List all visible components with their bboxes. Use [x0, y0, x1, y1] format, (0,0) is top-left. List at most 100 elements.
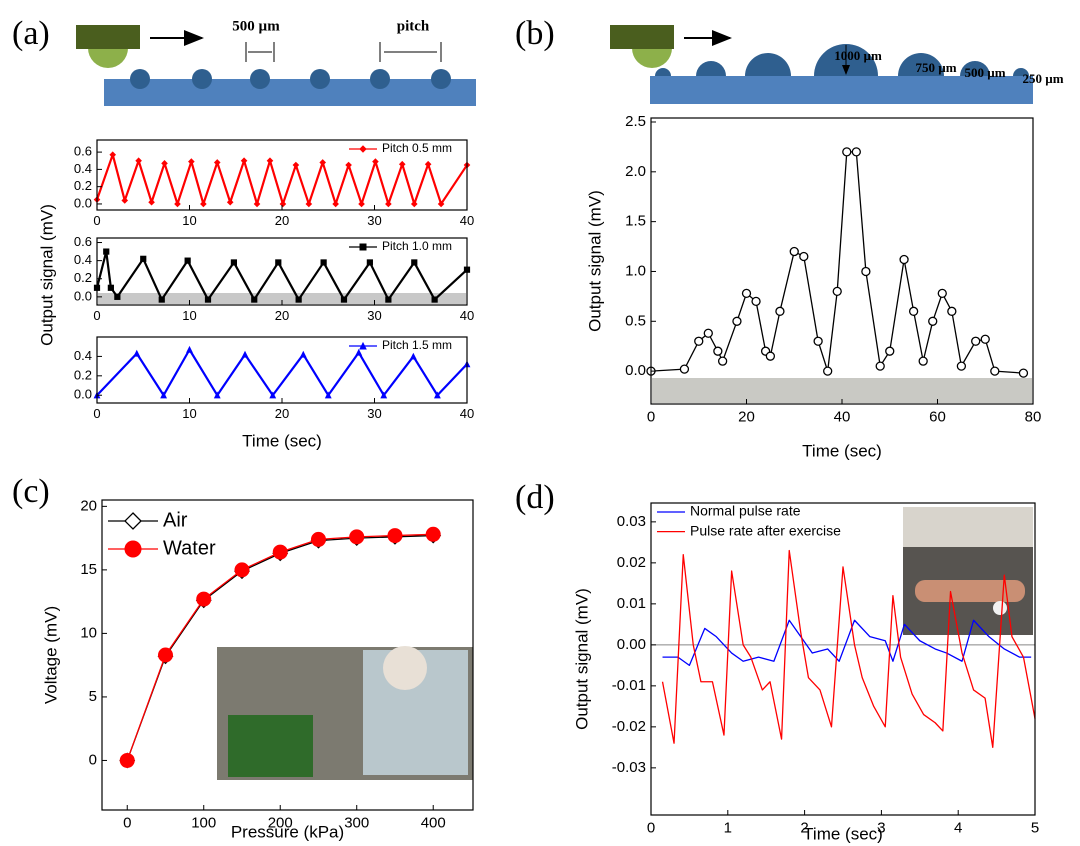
- point: [386, 201, 391, 206]
- point: [862, 267, 870, 275]
- x-tick-label: 10: [182, 406, 196, 421]
- point: [981, 335, 989, 343]
- annotation: 500 µm: [232, 18, 280, 34]
- y-tick-label: 0.00: [617, 636, 646, 653]
- point: [189, 159, 194, 164]
- point: [680, 365, 688, 373]
- point: [991, 367, 999, 375]
- y-tick-label: 0.0: [74, 387, 92, 402]
- point: [919, 357, 927, 365]
- point: [833, 287, 841, 295]
- x-axis-label: Time (sec): [242, 431, 322, 450]
- series-line: [651, 152, 1023, 373]
- point: [228, 200, 233, 205]
- point: [714, 347, 722, 355]
- point: [231, 260, 236, 265]
- point: [346, 162, 351, 167]
- point: [824, 367, 832, 375]
- series-line: [97, 155, 467, 204]
- point: [293, 162, 298, 167]
- y-tick-label: 0.2: [74, 270, 92, 285]
- point: [350, 530, 364, 544]
- point: [388, 529, 402, 543]
- y-tick-label: 20: [80, 497, 97, 514]
- y-tick-label: 0.2: [74, 367, 92, 382]
- point: [136, 158, 141, 163]
- x-tick-label: 0: [93, 213, 100, 228]
- x-tick-label: 30: [367, 406, 381, 421]
- y-axis-label: Output signal (mV): [37, 204, 56, 346]
- legend-label: Water: [163, 537, 216, 559]
- x-tick-label: 30: [367, 213, 381, 228]
- y-tick-label: 0.6: [74, 144, 92, 159]
- point: [125, 513, 141, 529]
- point: [333, 201, 338, 206]
- panel-label: (a): [12, 15, 50, 52]
- x-tick-label: 20: [275, 406, 289, 421]
- series-line: [97, 252, 467, 300]
- y-tick-label: 5: [89, 688, 97, 705]
- x-tick-label: 0: [93, 308, 100, 323]
- point: [280, 201, 285, 206]
- point: [948, 307, 956, 315]
- point: [733, 317, 741, 325]
- point: [719, 357, 727, 365]
- point: [159, 297, 164, 302]
- point: [876, 362, 884, 370]
- point: [235, 563, 249, 577]
- point: [141, 256, 146, 261]
- point: [110, 152, 115, 157]
- x-tick-label: 0: [123, 814, 131, 831]
- point: [360, 146, 366, 152]
- page: {"chart_data": [ {"type": "line", "panel…: [0, 0, 1080, 846]
- inset-photo-c: [217, 646, 473, 780]
- x-tick-label: 5: [1031, 819, 1039, 836]
- y-axis-label: Output signal (mV): [585, 190, 604, 332]
- point: [242, 352, 247, 357]
- y-tick-label: 0.02: [617, 554, 646, 571]
- y-tick-label: 1.0: [625, 262, 646, 279]
- point: [187, 347, 192, 352]
- y-tick-label: 0.5: [625, 312, 646, 329]
- point: [752, 297, 760, 305]
- point: [306, 201, 311, 206]
- y-tick-label: 2.5: [625, 113, 646, 130]
- annotation: 500 µm: [964, 65, 1005, 80]
- y-tick-label: 0.4: [74, 252, 92, 267]
- y-tick-label: 2.0: [625, 163, 646, 180]
- y-axis-label: Output signal (mV): [572, 588, 591, 730]
- point: [197, 592, 211, 606]
- point: [158, 648, 172, 662]
- y-tick-label: -0.01: [612, 677, 646, 694]
- point: [254, 201, 259, 206]
- point: [205, 297, 210, 302]
- panel-label: (d): [515, 479, 555, 516]
- x-tick-label: 100: [191, 814, 216, 831]
- point: [320, 160, 325, 165]
- y-tick-label: 0.6: [74, 234, 92, 249]
- point: [162, 161, 167, 166]
- point: [886, 347, 894, 355]
- point: [276, 260, 281, 265]
- y-axis-label: Voltage (mV): [41, 606, 60, 704]
- y-tick-label: 1.5: [625, 213, 646, 230]
- point: [267, 158, 272, 163]
- x-tick-label: 1: [724, 819, 732, 836]
- x-axis-label: Pressure (kPa): [231, 822, 344, 841]
- point: [704, 329, 712, 337]
- annotation: 250 µm: [1022, 71, 1063, 86]
- x-tick-label: 60: [929, 408, 946, 425]
- point: [426, 162, 431, 167]
- point: [412, 201, 417, 206]
- y-tick-label: 0.4: [74, 348, 92, 363]
- point: [241, 158, 246, 163]
- point: [695, 337, 703, 345]
- panel-label: (b): [515, 15, 555, 52]
- point: [356, 350, 361, 355]
- point: [367, 260, 372, 265]
- point: [321, 260, 326, 265]
- legend-label: Pitch 1.0 mm: [382, 239, 452, 253]
- x-tick-label: 20: [275, 308, 289, 323]
- point: [108, 285, 113, 290]
- y-tick-label: 15: [80, 561, 97, 578]
